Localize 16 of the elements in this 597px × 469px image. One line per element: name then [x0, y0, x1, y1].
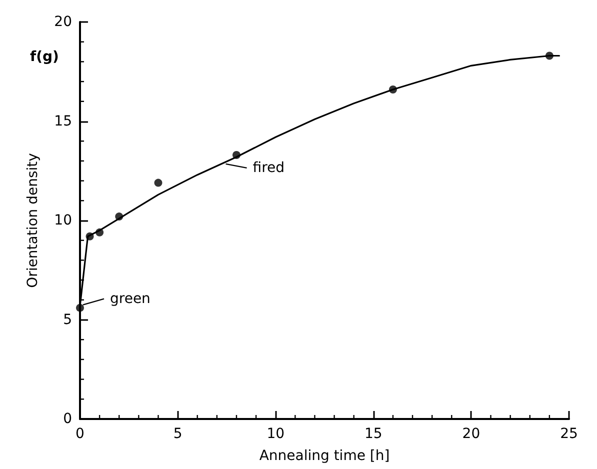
annotation: green: [110, 290, 150, 307]
x-tick-label: 20: [462, 426, 480, 442]
y-axis-title: Orientation density: [25, 153, 41, 288]
x-axis-title: Annealing time [h]: [259, 448, 390, 464]
x-tick-label: 25: [560, 426, 578, 442]
x-tick-label: 15: [364, 426, 382, 442]
x-tick-label: 10: [266, 426, 285, 442]
annotation: fired: [252, 160, 285, 176]
y-tick-label: 15: [54, 113, 72, 130]
x-tick-label: 0: [76, 426, 84, 442]
y-tick-label: 20: [54, 14, 72, 30]
y-tick-label: 10: [54, 212, 72, 228]
x-tick-label: 5: [173, 426, 182, 442]
y-tick-label: 0: [63, 411, 72, 427]
y-tick-label: 5: [63, 312, 72, 328]
text: f(g): [30, 49, 59, 65]
